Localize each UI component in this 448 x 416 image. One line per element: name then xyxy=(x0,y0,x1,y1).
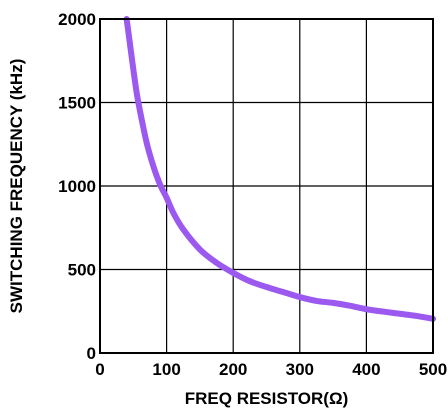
y-tick-label: 500 xyxy=(68,261,96,280)
series-layer xyxy=(123,16,436,322)
y-axis-title: SWITCHING FREQUENCY (kHz) xyxy=(7,59,26,314)
x-tick-label: 400 xyxy=(352,360,380,379)
y-tick-label: 2000 xyxy=(58,10,96,29)
y-tick-label: 1500 xyxy=(58,94,96,113)
x-tick-label: 100 xyxy=(152,360,180,379)
x-tick-label: 200 xyxy=(219,360,247,379)
grid xyxy=(100,19,433,353)
x-axis-title: FREQ RESISTOR(Ω) xyxy=(185,389,349,408)
plot-frame xyxy=(99,18,434,354)
x-tick-label: 300 xyxy=(286,360,314,379)
x-tick-label: 500 xyxy=(419,360,447,379)
y-tick-labels: 0 500 1000 1500 2000 xyxy=(58,10,96,363)
x-tick-labels: 0 100 200 300 400 500 xyxy=(95,360,447,379)
y-tick-label: 0 xyxy=(87,344,96,363)
x-tick-label: 0 xyxy=(95,360,104,379)
series-line xyxy=(123,16,436,322)
y-tick-label: 1000 xyxy=(58,177,96,196)
